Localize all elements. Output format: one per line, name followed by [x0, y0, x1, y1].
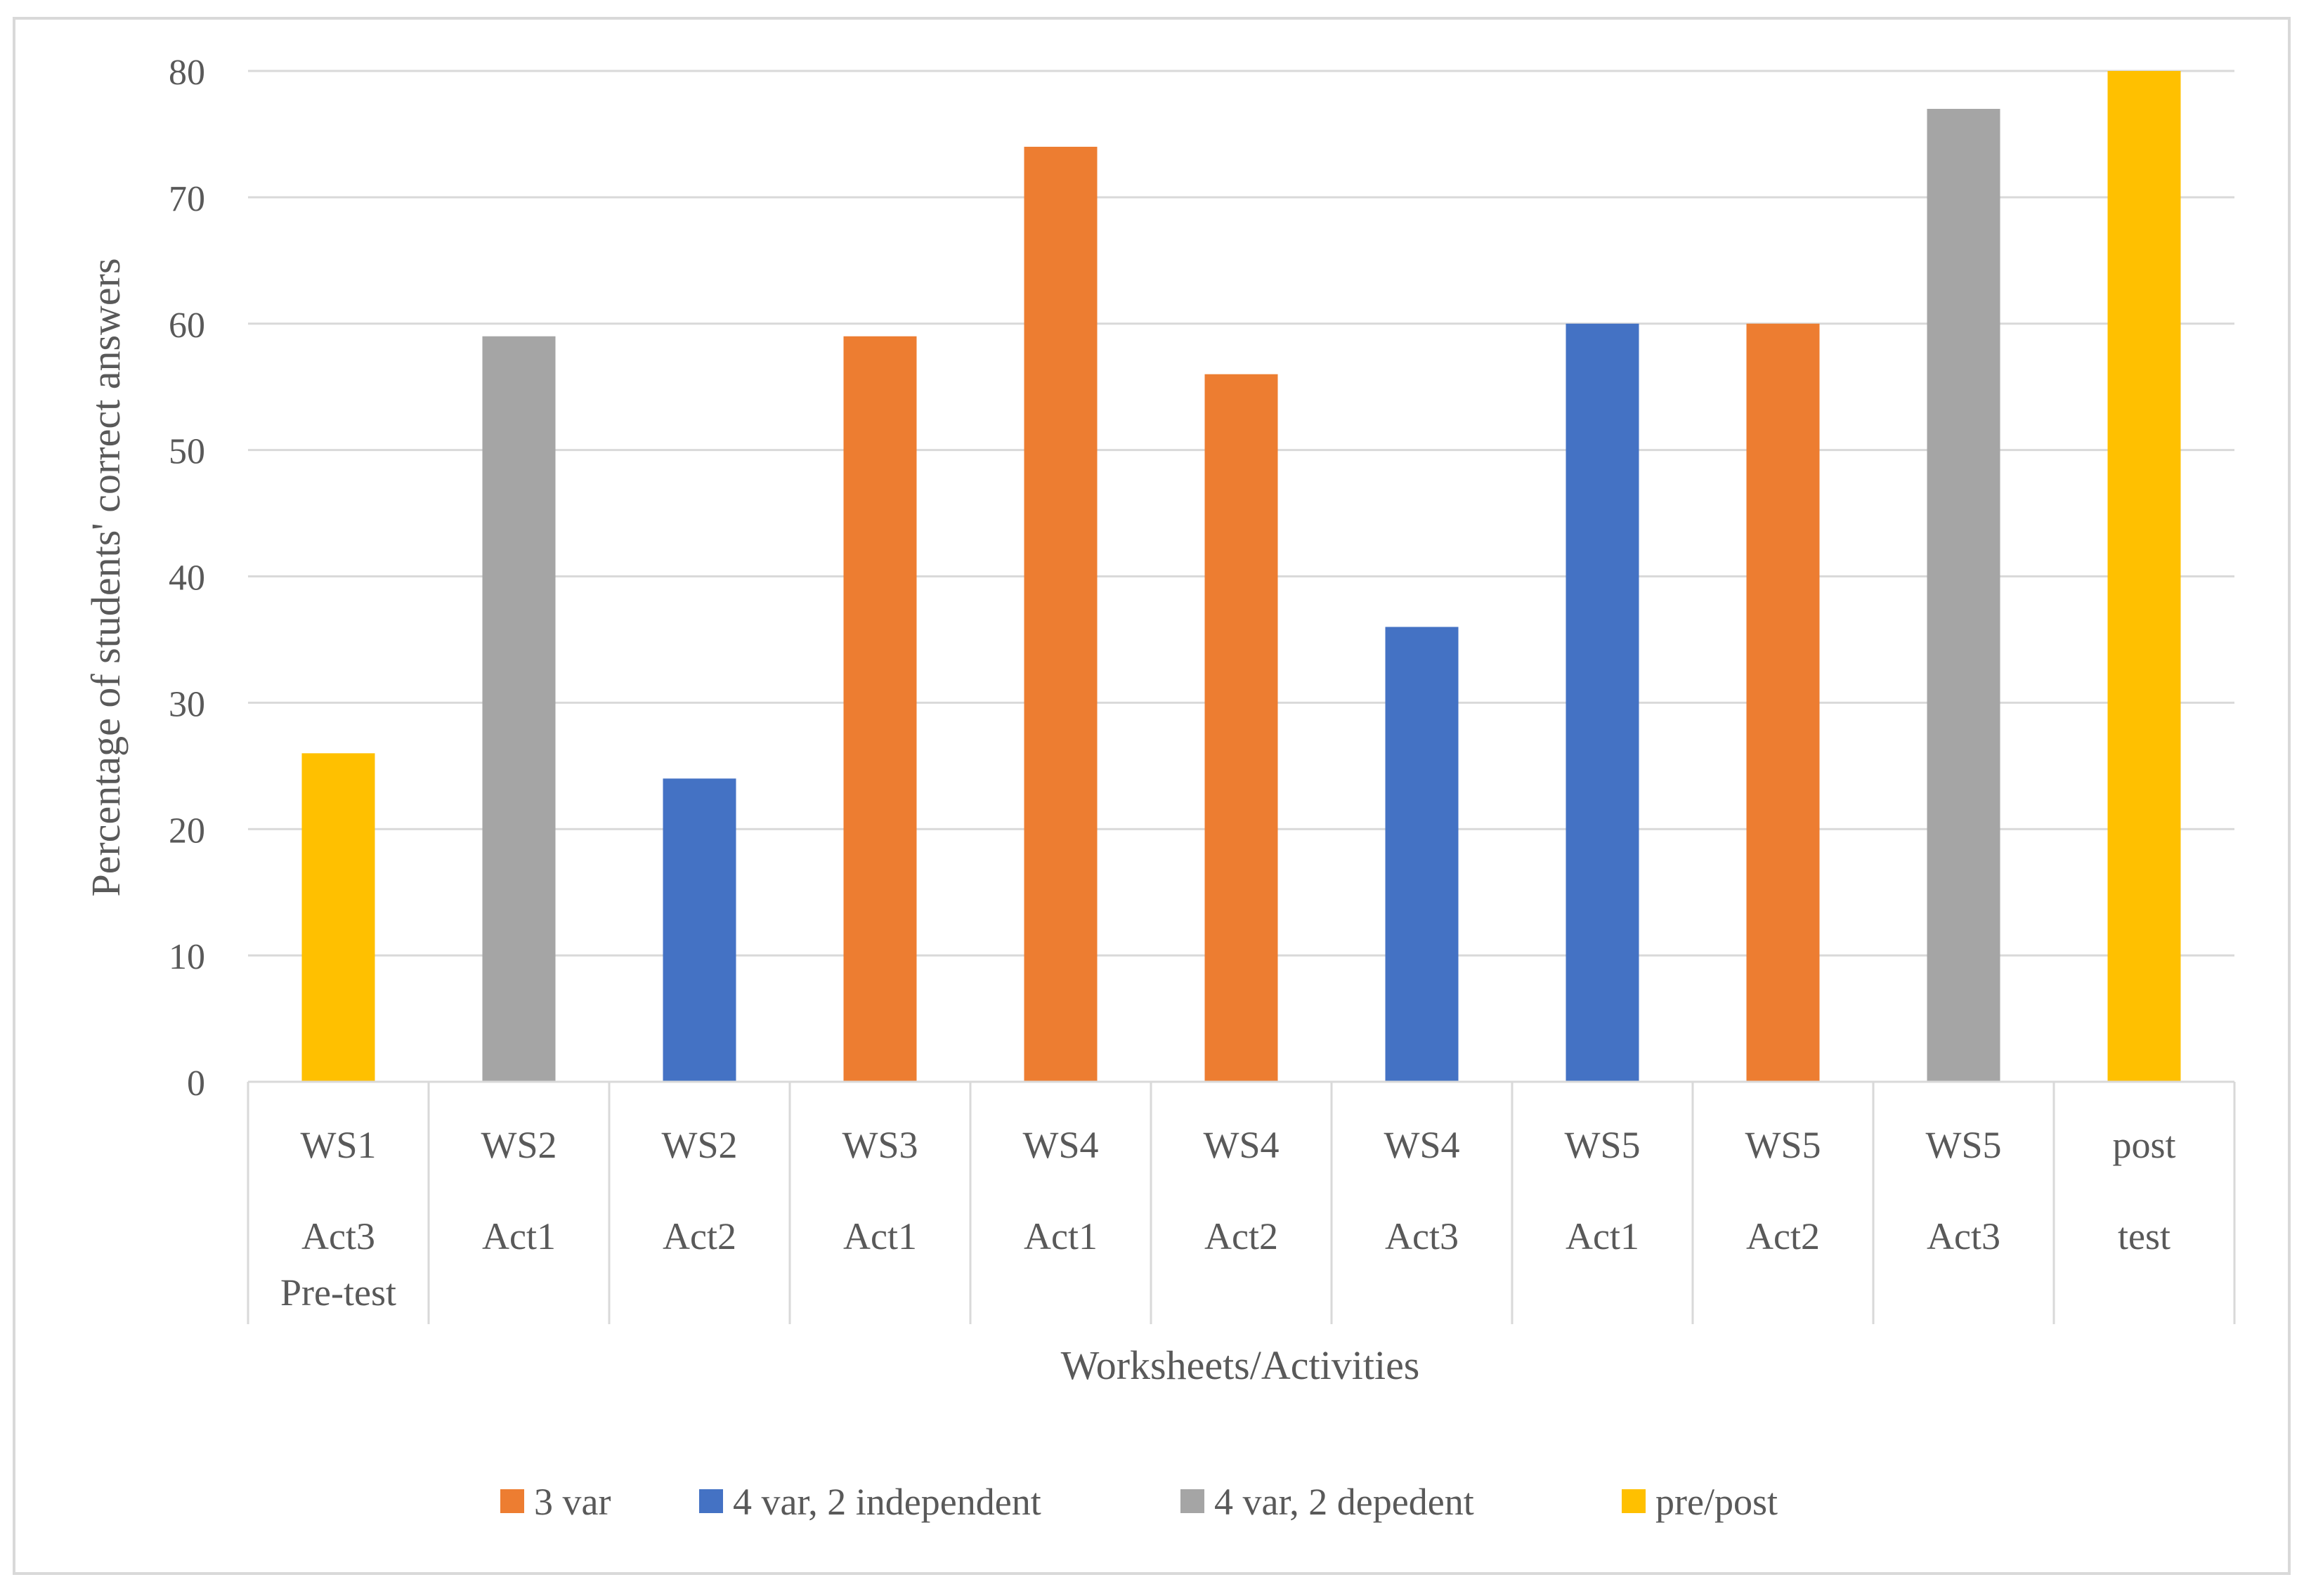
x-tick-label: Act1 — [843, 1215, 917, 1257]
x-tick-label: WS5 — [1926, 1124, 2002, 1166]
x-tick-label: WS4 — [1023, 1124, 1099, 1166]
x-tick-label: WS5 — [1565, 1124, 1641, 1166]
y-tick-label: 60 — [169, 306, 205, 346]
legend-label: 4 var, 2 independent — [733, 1481, 1041, 1523]
y-axis-title: Percentage of students' correct answers — [83, 258, 129, 896]
y-tick-label: 0 — [187, 1064, 205, 1104]
legend: 3 var 4 var, 2 independent 4 var, 2 depede… — [500, 1481, 1778, 1523]
x-tick-label: Act1 — [1566, 1215, 1639, 1257]
bar — [1385, 627, 1459, 1082]
x-tick-label: Act3 — [301, 1215, 375, 1257]
bar — [1024, 146, 1098, 1082]
x-tick-label: Act2 — [1746, 1215, 1820, 1257]
legend-swatch — [699, 1489, 723, 1513]
legend-label: 4 var, 2 depedent — [1214, 1481, 1474, 1523]
bar — [663, 778, 736, 1082]
x-tick-label: Pre-test — [280, 1271, 396, 1314]
x-tick-label: Act1 — [482, 1215, 556, 1257]
axes — [247, 1080, 2236, 1324]
x-tick-labels: WS1 Act3 Pre-test WS2 Act1 WS2 Act2 WS3 Act1 WS4 A… — [280, 1124, 2175, 1314]
bar — [843, 336, 917, 1082]
x-tick-label: Act3 — [1385, 1215, 1459, 1257]
x-tick-label: WS2 — [662, 1124, 738, 1166]
legend-swatch — [1622, 1489, 1646, 1513]
y-tick-labels: 0 10 20 30 40 50 60 70 80 — [169, 53, 205, 1104]
bar — [482, 336, 556, 1082]
bar — [1204, 374, 1278, 1082]
x-tick-label: WS5 — [1745, 1124, 1821, 1166]
x-tick-label: WS4 — [1384, 1124, 1460, 1166]
x-tick-label: WS4 — [1204, 1124, 1280, 1166]
x-tick-label: WS3 — [842, 1124, 918, 1166]
bars — [301, 71, 2181, 1082]
y-tick-label: 40 — [169, 558, 205, 598]
x-tick-label: Act3 — [1927, 1215, 2000, 1257]
bar — [1566, 323, 1639, 1082]
y-tick-label: 10 — [169, 937, 205, 977]
y-tick-label: 70 — [169, 179, 205, 219]
x-tick-label: WS2 — [481, 1124, 557, 1166]
bar — [1927, 108, 2000, 1082]
bar — [2107, 71, 2181, 1082]
x-tick-label: Act2 — [1204, 1215, 1278, 1257]
x-axis-title: Worksheets/Activities — [1061, 1342, 1420, 1388]
legend-label: 3 var — [534, 1481, 611, 1523]
y-tick-label: 80 — [169, 53, 205, 93]
x-tick-label: Act2 — [663, 1215, 736, 1257]
x-tick-label: WS1 — [301, 1124, 377, 1166]
legend-swatch — [500, 1489, 524, 1513]
y-tick-label: 50 — [169, 432, 205, 472]
y-tick-label: 30 — [169, 684, 205, 724]
x-tick-label: post — [2112, 1124, 2175, 1166]
legend-label: pre/post — [1655, 1481, 1778, 1523]
bar — [1746, 323, 1820, 1082]
y-tick-label: 20 — [169, 811, 205, 851]
legend-swatch — [1180, 1489, 1204, 1513]
bar — [301, 753, 375, 1082]
x-tick-label: Act1 — [1024, 1215, 1098, 1257]
x-tick-label: test — [2118, 1215, 2170, 1257]
